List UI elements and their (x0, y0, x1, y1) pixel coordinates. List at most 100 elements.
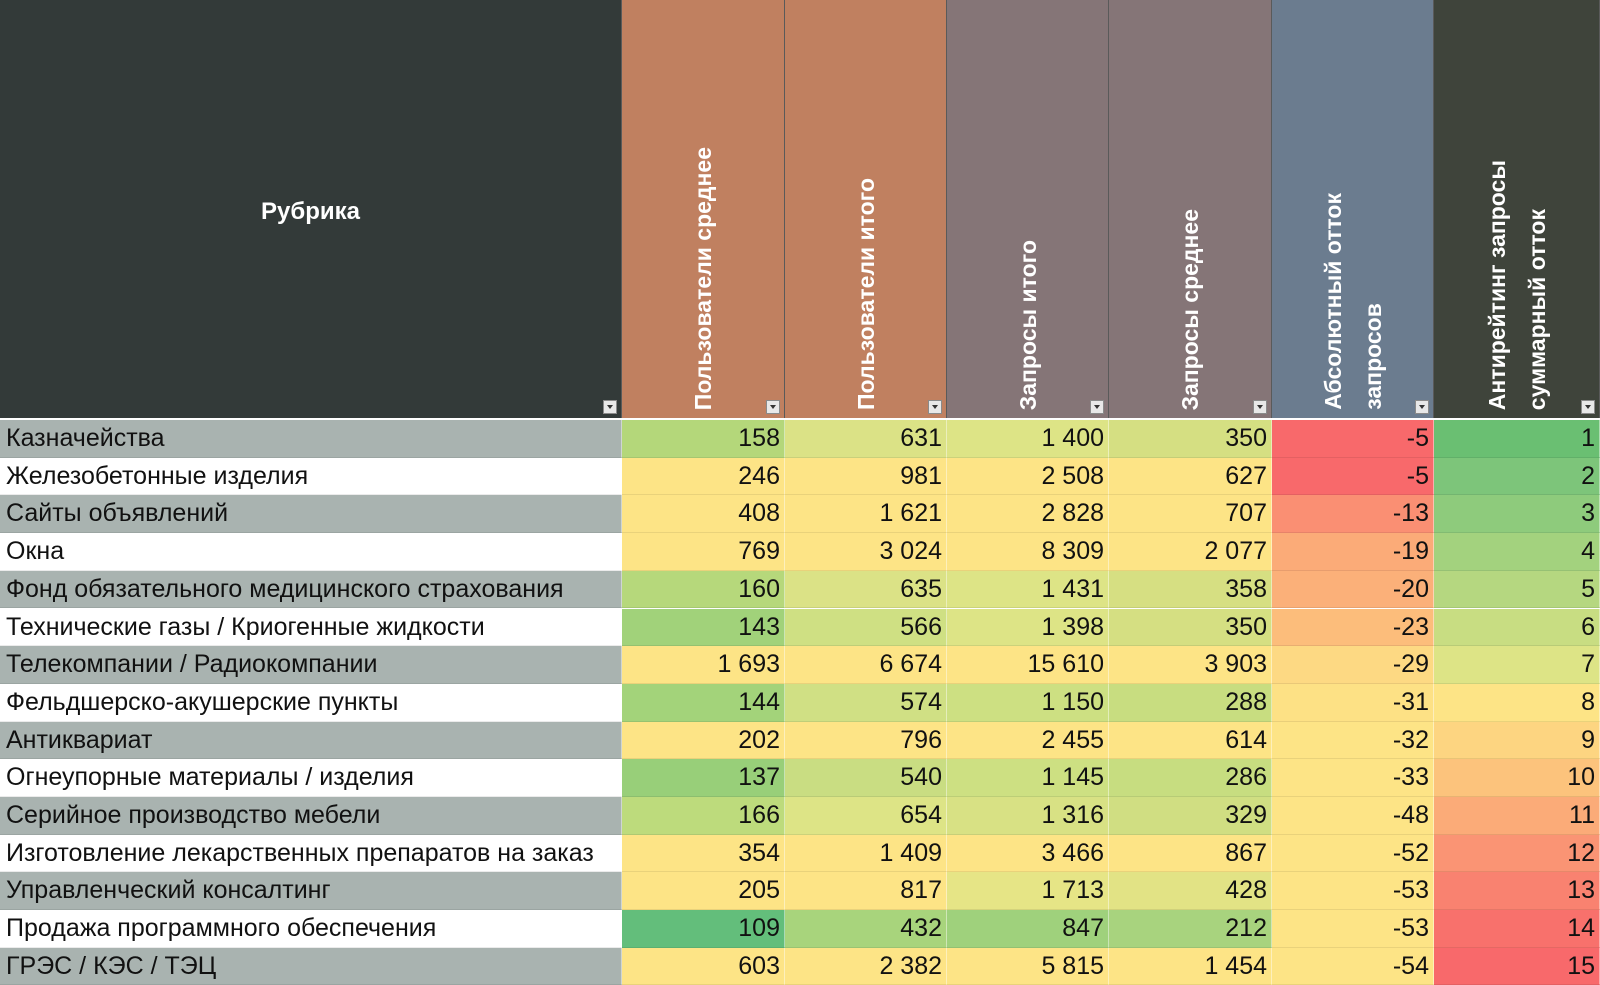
cell-users-avg[interactable]: 408 (622, 495, 785, 534)
cell-requests-avg[interactable]: 627 (1109, 457, 1272, 496)
filter-dropdown-icon[interactable] (928, 400, 942, 414)
cell-rubric[interactable]: Железобетонные изделия (0, 457, 622, 496)
cell-users-avg[interactable]: 205 (622, 872, 785, 911)
cell-requests-avg[interactable]: 350 (1109, 608, 1272, 647)
cell-antirating[interactable]: 6 (1434, 608, 1600, 647)
cell-users-total[interactable]: 3 024 (785, 533, 947, 571)
cell-requests-avg[interactable]: 288 (1109, 683, 1272, 722)
cell-users-total[interactable]: 566 (785, 608, 947, 647)
cell-abs-churn[interactable]: -29 (1272, 646, 1434, 684)
cell-antirating[interactable]: 11 (1434, 797, 1600, 835)
cell-abs-churn[interactable]: -33 (1272, 759, 1434, 797)
cell-rubric[interactable]: Технические газы / Криогенные жидкости (0, 608, 622, 647)
header-users-avg[interactable]: Пользователи среднее (622, 0, 785, 418)
cell-rubric[interactable]: Антиквариат (0, 721, 622, 760)
cell-users-avg[interactable]: 246 (622, 457, 785, 496)
cell-users-total[interactable]: 574 (785, 683, 947, 722)
cell-requests-avg[interactable]: 1 454 (1109, 947, 1272, 985)
cell-rubric[interactable]: Телекомпании / Радиокомпании (0, 646, 622, 684)
cell-rubric[interactable]: Сайты объявлений (0, 495, 622, 534)
cell-requests-total[interactable]: 15 610 (947, 646, 1109, 684)
cell-requests-avg[interactable]: 428 (1109, 872, 1272, 911)
cell-requests-total[interactable]: 5 815 (947, 947, 1109, 985)
cell-antirating[interactable]: 12 (1434, 834, 1600, 873)
cell-requests-avg[interactable]: 329 (1109, 797, 1272, 835)
cell-users-avg[interactable]: 354 (622, 834, 785, 873)
cell-abs-churn[interactable]: -23 (1272, 608, 1434, 647)
cell-rubric[interactable]: Казначейства (0, 420, 622, 458)
cell-requests-total[interactable]: 1 398 (947, 608, 1109, 647)
cell-abs-churn[interactable]: -53 (1272, 872, 1434, 911)
cell-requests-total[interactable]: 847 (947, 910, 1109, 948)
cell-requests-avg[interactable]: 286 (1109, 759, 1272, 797)
cell-users-total[interactable]: 2 382 (785, 947, 947, 985)
cell-users-total[interactable]: 654 (785, 797, 947, 835)
cell-rubric[interactable]: ГРЭС / КЭС / ТЭЦ (0, 947, 622, 985)
filter-dropdown-icon[interactable] (1415, 400, 1429, 414)
cell-requests-avg[interactable]: 212 (1109, 910, 1272, 948)
cell-antirating[interactable]: 4 (1434, 533, 1600, 571)
cell-users-total[interactable]: 635 (785, 570, 947, 609)
cell-requests-avg[interactable]: 2 077 (1109, 533, 1272, 571)
cell-rubric[interactable]: Фельдшерско-акушерские пункты (0, 683, 622, 722)
header-users-total[interactable]: Пользователи итого (785, 0, 947, 418)
cell-antirating[interactable]: 8 (1434, 683, 1600, 722)
cell-requests-total[interactable]: 1 431 (947, 570, 1109, 609)
cell-users-avg[interactable]: 603 (622, 947, 785, 985)
cell-antirating[interactable]: 7 (1434, 646, 1600, 684)
cell-requests-avg[interactable]: 358 (1109, 570, 1272, 609)
cell-requests-avg[interactable]: 3 903 (1109, 646, 1272, 684)
cell-requests-total[interactable]: 1 400 (947, 420, 1109, 458)
cell-antirating[interactable]: 3 (1434, 495, 1600, 534)
cell-users-avg[interactable]: 144 (622, 683, 785, 722)
cell-requests-total[interactable]: 8 309 (947, 533, 1109, 571)
cell-users-avg[interactable]: 143 (622, 608, 785, 647)
filter-dropdown-icon[interactable] (766, 400, 780, 414)
cell-rubric[interactable]: Управленческий консалтинг (0, 872, 622, 911)
cell-users-total[interactable]: 432 (785, 910, 947, 948)
cell-rubric[interactable]: Серийное производство мебели (0, 797, 622, 835)
cell-users-avg[interactable]: 769 (622, 533, 785, 571)
cell-requests-total[interactable]: 1 150 (947, 683, 1109, 722)
cell-requests-total[interactable]: 1 145 (947, 759, 1109, 797)
cell-antirating[interactable]: 14 (1434, 910, 1600, 948)
cell-rubric[interactable]: Продажа программного обеспечения (0, 910, 622, 948)
cell-abs-churn[interactable]: -32 (1272, 721, 1434, 760)
cell-abs-churn[interactable]: -52 (1272, 834, 1434, 873)
header-requests-avg[interactable]: Запросы среднее (1109, 0, 1272, 418)
cell-users-avg[interactable]: 202 (622, 721, 785, 760)
cell-rubric[interactable]: Фонд обязательного медицинского страхова… (0, 570, 622, 609)
cell-users-avg[interactable]: 1 693 (622, 646, 785, 684)
header-antirating[interactable]: Антирейтинг запросы суммарный отток (1434, 0, 1600, 418)
cell-abs-churn[interactable]: -5 (1272, 420, 1434, 458)
cell-antirating[interactable]: 10 (1434, 759, 1600, 797)
cell-requests-total[interactable]: 1 713 (947, 872, 1109, 911)
cell-requests-avg[interactable]: 867 (1109, 834, 1272, 873)
filter-dropdown-icon[interactable] (1090, 400, 1104, 414)
cell-antirating[interactable]: 15 (1434, 947, 1600, 985)
cell-abs-churn[interactable]: -53 (1272, 910, 1434, 948)
cell-rubric[interactable]: Огнеупорные материалы / изделия (0, 759, 622, 797)
cell-users-avg[interactable]: 137 (622, 759, 785, 797)
cell-requests-total[interactable]: 1 316 (947, 797, 1109, 835)
cell-requests-avg[interactable]: 614 (1109, 721, 1272, 760)
cell-users-total[interactable]: 631 (785, 420, 947, 458)
cell-users-avg[interactable]: 158 (622, 420, 785, 458)
cell-users-total[interactable]: 981 (785, 457, 947, 496)
cell-abs-churn[interactable]: -20 (1272, 570, 1434, 609)
cell-users-total[interactable]: 1 409 (785, 834, 947, 873)
cell-abs-churn[interactable]: -54 (1272, 947, 1434, 985)
cell-antirating[interactable]: 5 (1434, 570, 1600, 609)
cell-rubric[interactable]: Изготовление лекарственных препаратов на… (0, 834, 622, 873)
cell-abs-churn[interactable]: -19 (1272, 533, 1434, 571)
header-abs-churn[interactable]: Абсолютный отток запросов (1272, 0, 1434, 418)
cell-abs-churn[interactable]: -48 (1272, 797, 1434, 835)
cell-users-avg[interactable]: 166 (622, 797, 785, 835)
cell-abs-churn[interactable]: -13 (1272, 495, 1434, 534)
header-rubric[interactable]: Рубрика (0, 0, 622, 418)
cell-requests-total[interactable]: 3 466 (947, 834, 1109, 873)
filter-dropdown-icon[interactable] (1253, 400, 1267, 414)
cell-antirating[interactable]: 9 (1434, 721, 1600, 760)
cell-requests-avg[interactable]: 707 (1109, 495, 1272, 534)
cell-antirating[interactable]: 13 (1434, 872, 1600, 911)
